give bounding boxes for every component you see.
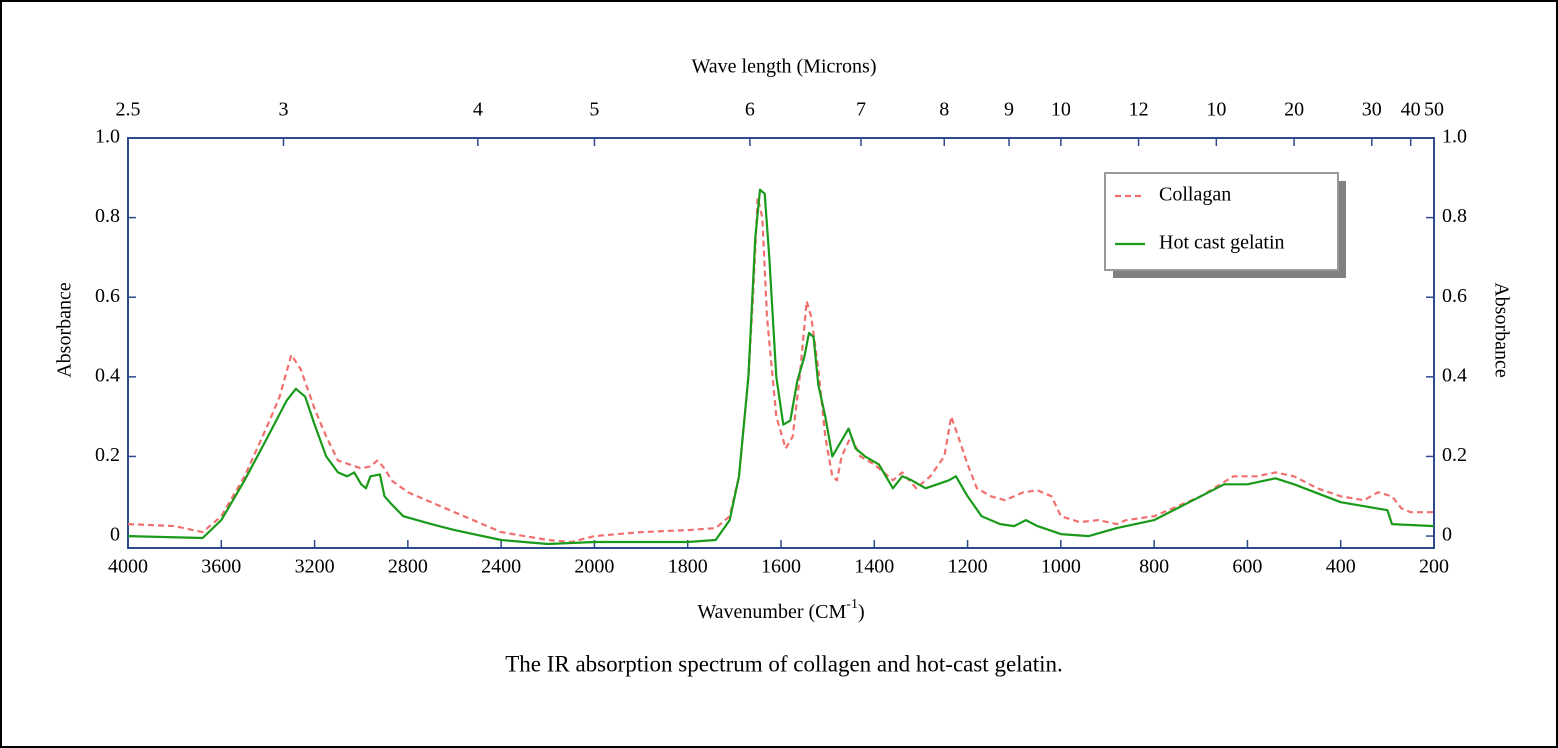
x2-tick-label: 40 [1401,99,1421,121]
x2-tick-label: 5 [589,99,599,121]
x-tick-label: 2400 [481,556,521,578]
x-tick-label: 1800 [668,556,708,578]
x-label-sup: -1 [846,597,858,612]
legend-label: Collagan [1159,184,1231,206]
y2-tick-label: 0.6 [1442,285,1467,307]
x-tick-label: 3600 [201,556,241,578]
x-tick-label: 2800 [388,556,428,578]
x2-tick-label: 7 [856,99,866,121]
y-tick-label: 1.0 [95,126,120,148]
x2-tick-label: 10 [1206,99,1226,121]
x-tick-label: 600 [1232,556,1262,578]
x-tick-label: 200 [1419,556,1449,578]
y-tick-label: 0 [110,524,120,546]
y2-axis-label: Absorbance [1490,282,1512,378]
x2-tick-label: 3 [278,99,288,121]
y2-tick-label: 0.2 [1442,444,1467,466]
x-tick-label: 800 [1139,556,1169,578]
caption: The IR absorption spectrum of collagen a… [505,651,1063,676]
y2-tick-label: 0 [1442,524,1452,546]
x-tick-label: 400 [1326,556,1356,578]
x-axis-label: Wavenumber (CM-1) [697,597,864,622]
y-tick-label: 0.8 [95,205,120,227]
x2-tick-label: 2.5 [116,99,141,121]
y-axis-label: Absorbance [54,282,76,378]
series-line [127,188,1435,546]
x2-tick-label: 10 [1051,99,1071,121]
x-tick-label: 1200 [948,556,988,578]
x-tick-label: 1400 [854,556,894,578]
x-tick-label: 2000 [574,556,614,578]
x-label-main: Wavenumber (CM [697,601,846,623]
legend-label: Hot cast gelatin [1159,232,1285,254]
x2-tick-label: 8 [939,99,949,121]
y-tick-label: 0.4 [95,364,120,386]
x-label-end: ) [858,601,865,623]
x2-tick-label: 30 [1362,99,1382,121]
top-axis-title: Wave length (Microns) [692,56,877,78]
x2-tick-label: 12 [1129,99,1149,121]
series-line [127,196,1434,544]
legend-box [1104,172,1339,271]
x2-tick-label: 50 [1424,99,1444,121]
y2-tick-label: 0.4 [1442,364,1467,386]
x-tick-label: 1000 [1041,556,1081,578]
x2-tick-label: 20 [1284,99,1304,121]
x-tick-label: 3200 [295,556,335,578]
x-tick-label: 1600 [761,556,801,578]
x2-tick-label: 9 [1004,99,1014,121]
y-tick-label: 0.2 [95,444,120,466]
y2-tick-label: 0.8 [1442,205,1467,227]
x-tick-label: 4000 [108,556,148,578]
x2-tick-label: 6 [745,99,755,121]
x2-tick-label: 4 [473,99,483,121]
y-tick-label: 0.6 [95,285,120,307]
y2-tick-label: 1.0 [1442,126,1467,148]
